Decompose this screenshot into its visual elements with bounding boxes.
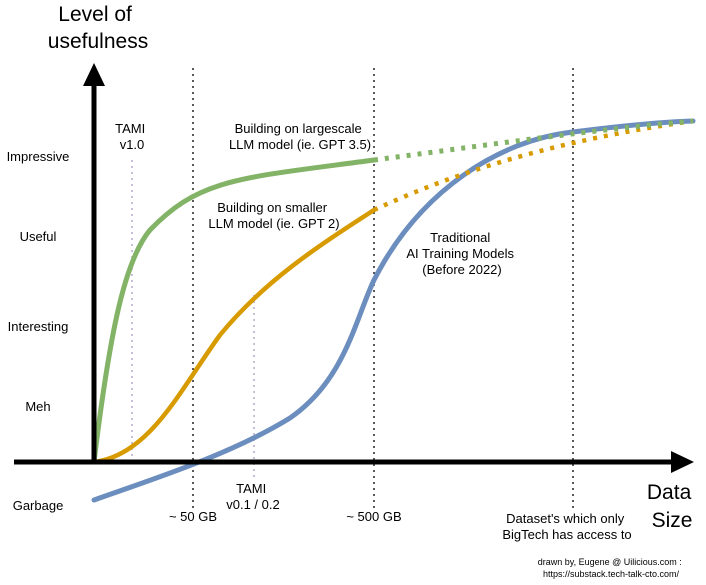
large-llm-label: Building on largescale LLM model (ie. GP… (229, 121, 371, 152)
y-axis-arrow (83, 63, 105, 86)
level-useful: Useful (20, 229, 57, 244)
traditional-curve (91, 118, 696, 503)
small-llm-curve (91, 207, 377, 465)
large-llm-curve (91, 157, 377, 465)
level-garbage: Garbage (13, 498, 64, 513)
x-axis-title: Data Size (647, 481, 697, 532)
bigtech-note: Dataset's which only BigTech has access … (502, 511, 631, 542)
y-axis-title: Level of usefulness (48, 3, 148, 53)
marker-500gb-label: ~ 500 GB (346, 509, 401, 524)
small-llm-projection (373, 118, 694, 213)
marker-50gb-label: ~ 50 GB (169, 509, 217, 524)
small-llm-label: Building on smaller LLM model (ie. GPT 2… (208, 200, 339, 231)
tami-v01-label: TAMI v0.1 / 0.2 (226, 481, 279, 512)
tami-v1-label: TAMI v1.0 (115, 121, 149, 152)
credit: drawn by, Eugene @ Uilicious.com : https… (538, 557, 685, 579)
level-interesting: Interesting (8, 319, 69, 334)
level-impressive: Impressive (7, 149, 70, 164)
level-meh: Meh (25, 399, 50, 414)
x-axis-arrow (671, 451, 694, 473)
traditional-label: Traditional AI Training Models (Before 2… (406, 230, 517, 277)
